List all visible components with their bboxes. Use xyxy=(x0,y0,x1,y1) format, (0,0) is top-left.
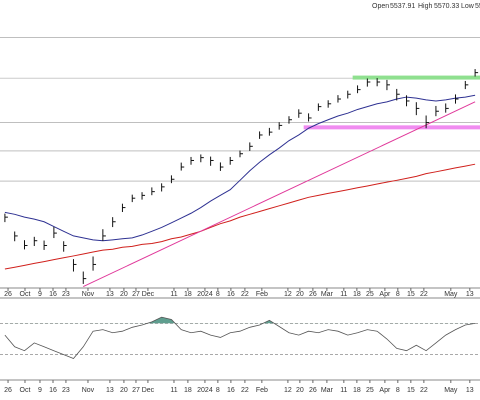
x-tick-label: 8 xyxy=(216,387,220,394)
x-tick-label: 22 xyxy=(241,387,249,394)
x-tick-label: Nov xyxy=(82,291,95,298)
open-value: 5537.91 xyxy=(390,3,415,10)
x-tick-label: 12 xyxy=(284,291,292,298)
x-tick-label: Oct xyxy=(20,387,31,394)
level-band xyxy=(352,75,480,80)
x-tick-label: 27 xyxy=(132,387,140,394)
x-tick-label: Feb xyxy=(256,387,268,394)
x-tick-label: 15 xyxy=(407,387,415,394)
x-tick-label: 16 xyxy=(227,387,235,394)
x-tick-label: 15 xyxy=(407,291,415,298)
x-tick-label: 16 xyxy=(227,291,235,298)
x-tick-label: Oct xyxy=(20,291,31,298)
level-band xyxy=(303,125,480,130)
x-tick-label: 22 xyxy=(241,291,249,298)
x-tick-label: 16 xyxy=(49,291,57,298)
x-tick-label: 26 xyxy=(4,387,12,394)
x-tick-label: 26 xyxy=(309,387,317,394)
oscillator-fill xyxy=(146,317,275,324)
x-tick-label: 16 xyxy=(49,387,57,394)
x-tick-label: 22 xyxy=(420,291,428,298)
x-tick-label: 9 xyxy=(38,387,42,394)
x-tick-label: 20 xyxy=(120,387,128,394)
header: Open 5537.91 High 5570.33 Low 5531.63 xyxy=(372,3,480,10)
oscillator-line xyxy=(4,316,476,359)
x-tick-label: 20 xyxy=(296,291,304,298)
low-value: 5531.63 xyxy=(475,3,480,10)
x-tick-label: Nov xyxy=(82,387,95,394)
x-tick-label: Dec xyxy=(142,387,155,394)
x-tick-label: Mar xyxy=(321,387,334,394)
x-tick-label: 11 xyxy=(340,387,347,394)
x-tick-label: 2024 xyxy=(197,387,213,394)
x-tick-label: 23 xyxy=(62,387,70,394)
x-tick-label: Mar xyxy=(321,291,334,298)
x-tick-label: 18 xyxy=(353,291,361,298)
x-tick-label: 20 xyxy=(120,291,128,298)
x-tick-label: 18 xyxy=(184,387,192,394)
high-label: High xyxy=(418,3,433,10)
x-tick-label: 9 xyxy=(38,291,42,298)
x-tick-label: Apr xyxy=(379,387,391,394)
moving-average xyxy=(4,163,476,270)
x-tick-label: 25 xyxy=(366,387,374,394)
x-tick-label: 11 xyxy=(340,291,347,298)
x-tick-label: 13 xyxy=(106,387,114,394)
x-tick-label: May xyxy=(444,387,458,394)
high-value: 5570.33 xyxy=(434,3,459,10)
open-label: Open xyxy=(372,3,389,10)
x-tick-label: 20 xyxy=(296,387,304,394)
x-tick-label: 8 xyxy=(216,291,220,298)
x-tick-label: 18 xyxy=(184,291,192,298)
x-tick-label: 8 xyxy=(396,291,400,298)
x-tick-label: 23 xyxy=(62,291,70,298)
x-tick-label: 26 xyxy=(4,291,12,298)
x-tick-label: 22 xyxy=(420,387,428,394)
x-tick-label: Apr xyxy=(379,291,391,298)
x-tick-label: 12 xyxy=(284,387,292,394)
x-tick-label: 18 xyxy=(353,387,361,394)
x-tick-label: 25 xyxy=(366,291,374,298)
x-tick-label: 13 xyxy=(466,387,474,394)
x-tick-label: 2024 xyxy=(197,291,213,298)
x-tick-label: 11 xyxy=(170,387,177,394)
x-tick-label: 11 xyxy=(170,291,177,298)
trendline xyxy=(83,101,476,288)
x-tick-label: May xyxy=(444,291,458,298)
low-label: Low xyxy=(461,3,475,10)
x-tick-label: 13 xyxy=(466,291,474,298)
x-tick-label: 27 xyxy=(132,291,140,298)
x-tick-label: 8 xyxy=(396,387,400,394)
x-tick-label: 26 xyxy=(309,291,317,298)
x-tick-label: Feb xyxy=(256,291,268,298)
x-tick-label: Dec xyxy=(142,291,155,298)
x-tick-label: 13 xyxy=(106,291,114,298)
